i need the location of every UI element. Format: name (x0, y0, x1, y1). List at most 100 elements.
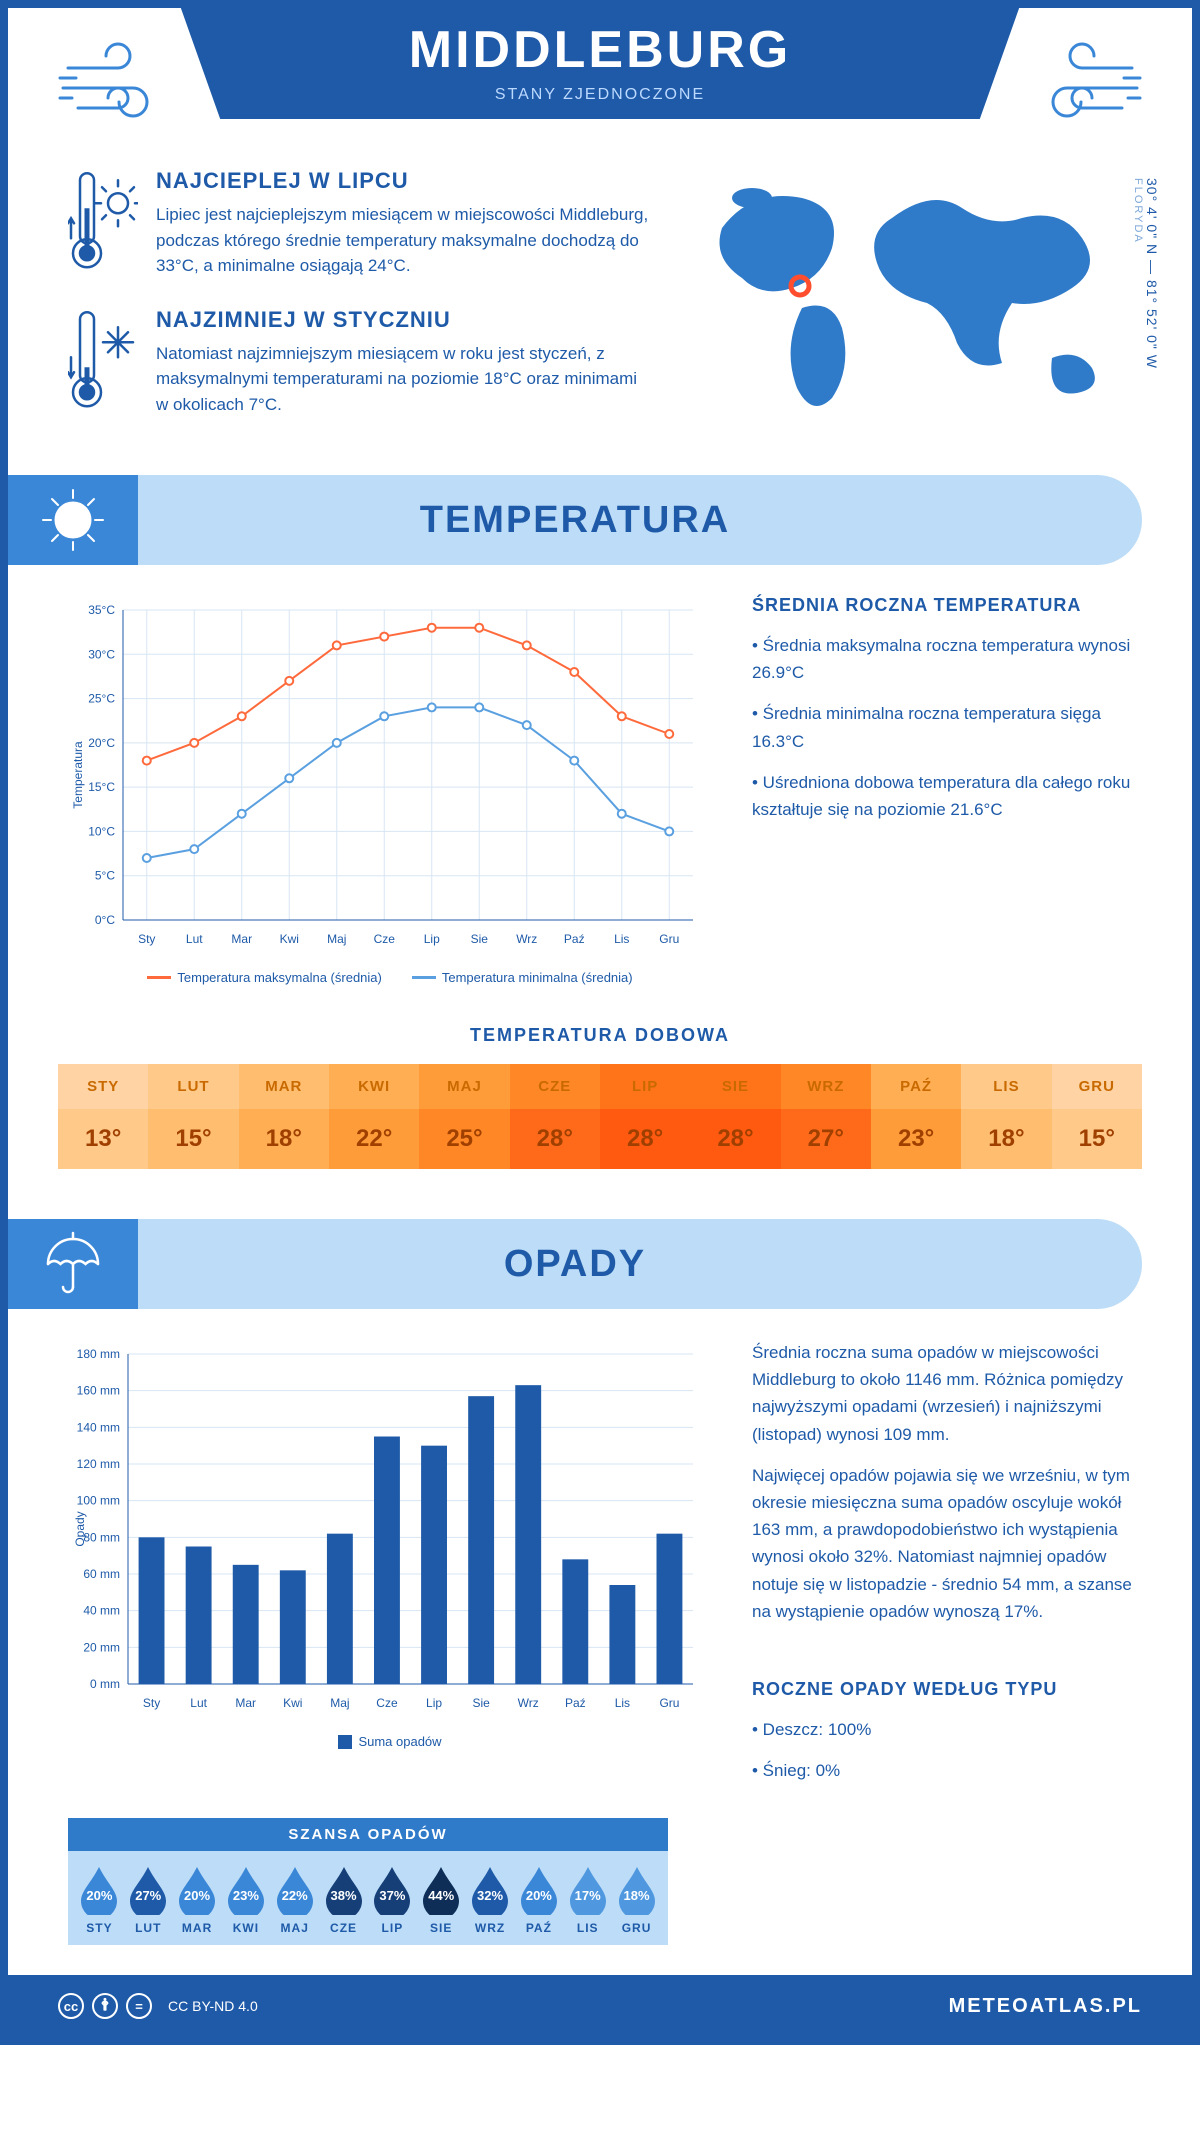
drop-cell: 18%GRU (613, 1865, 660, 1935)
opady-legend: Suma opadów (68, 1734, 712, 1749)
drop-cell: 44%SIE (418, 1865, 465, 1935)
page: MIDDLEBURG STANY ZJEDNOCZONE (0, 0, 1200, 2045)
header-row: MIDDLEBURG STANY ZJEDNOCZONE (8, 8, 1192, 148)
svg-text:Lut: Lut (186, 932, 203, 946)
drop-cell: 38%CZE (320, 1865, 367, 1935)
drop-cell: 37%LIP (369, 1865, 416, 1935)
thermometer-cold-icon (68, 307, 138, 418)
svg-text:Mar: Mar (235, 1696, 256, 1710)
dobowa-heatmap: STY13°LUT15°MAR18°KWI22°MAJ25°CZE28°LIP2… (58, 1064, 1142, 1169)
drop-cell: 23%KWI (222, 1865, 269, 1935)
svg-text:Sie: Sie (472, 1696, 490, 1710)
heatmap-cell: LIP28° (600, 1064, 690, 1169)
hot-block: NAJCIEPLEJ W LIPCU Lipiec jest najcieple… (68, 168, 652, 279)
legend-bar: Suma opadów (358, 1734, 441, 1749)
cold-text: Natomiast najzimniejszym miesiącem w rok… (156, 341, 652, 418)
svg-text:80 mm: 80 mm (83, 1530, 120, 1544)
site-name: METEOATLAS.PL (949, 1995, 1142, 2018)
svg-text:60 mm: 60 mm (83, 1567, 120, 1581)
heatmap-cell: WRZ27° (781, 1064, 871, 1169)
svg-text:Lis: Lis (615, 1696, 630, 1710)
svg-text:0°C: 0°C (95, 913, 115, 927)
svg-text:140 mm: 140 mm (77, 1420, 120, 1434)
heatmap-cell: KWI22° (329, 1064, 419, 1169)
temperature-line-chart: 0°C 5°C 10°C 15°C 20°C 25°C 30°C 35°C Sty Lut Mar K… (68, 595, 712, 985)
opady-section-title: OPADY (504, 1243, 646, 1286)
temp-legend: Temperatura maksymalna (średnia) Tempera… (68, 970, 712, 985)
svg-text:180 mm: 180 mm (77, 1347, 120, 1361)
drop-cell: 20%STY (76, 1865, 123, 1935)
hot-title: NAJCIEPLEJ W LIPCU (156, 168, 652, 194)
svg-text:Cze: Cze (376, 1696, 398, 1710)
svg-text:120 mm: 120 mm (77, 1457, 120, 1471)
avg-bullet: • Średnia maksymalna roczna temperatura … (752, 632, 1132, 686)
cc-icon: cc (58, 1993, 84, 2019)
intro-section: NAJCIEPLEJ W LIPCU Lipiec jest najcieple… (8, 148, 1192, 475)
heatmap-cell: PAŹ23° (871, 1064, 961, 1169)
map-block: FLORYDA 30° 4' 0" N — 81° 52' 0" W (692, 168, 1132, 445)
svg-text:Wrz: Wrz (518, 1696, 539, 1710)
opady-text-1: Średnia roczna suma opadów w miejscowośc… (752, 1339, 1132, 1448)
drop-cell: 32%WRZ (467, 1865, 514, 1935)
cold-block: NAJZIMNIEJ W STYCZNIU Natomiast najzimni… (68, 307, 652, 418)
svg-text:35°C: 35°C (88, 603, 115, 617)
svg-text:Maj: Maj (330, 1696, 349, 1710)
svg-text:20 mm: 20 mm (83, 1640, 120, 1654)
svg-text:160 mm: 160 mm (77, 1384, 120, 1398)
footer: cc 🛉 = CC BY-ND 4.0 METEOATLAS.PL (8, 1975, 1192, 2037)
svg-text:30°C: 30°C (88, 647, 115, 661)
svg-text:5°C: 5°C (95, 869, 115, 883)
license-text: CC BY-ND 4.0 (168, 1998, 258, 2014)
svg-text:Kwi: Kwi (280, 932, 299, 946)
svg-text:Wrz: Wrz (516, 932, 537, 946)
svg-text:Paź: Paź (565, 1696, 586, 1710)
temp-section-title: TEMPERATURA (420, 499, 731, 542)
svg-text:Mar: Mar (231, 932, 252, 946)
city-name: MIDDLEBURG (258, 20, 942, 80)
svg-text:10°C: 10°C (88, 824, 115, 838)
heatmap-cell: LIS18° (961, 1064, 1051, 1169)
svg-text:40 mm: 40 mm (83, 1604, 120, 1618)
heatmap-cell: SIE28° (690, 1064, 780, 1169)
umbrella-icon (38, 1229, 108, 1299)
opady-types-title: ROCZNE OPADY WEDŁUG TYPU (752, 1679, 1132, 1700)
svg-text:Kwi: Kwi (283, 1696, 302, 1710)
svg-text:Sty: Sty (138, 932, 155, 946)
svg-text:Lip: Lip (424, 932, 440, 946)
avg-title: ŚREDNIA ROCZNA TEMPERATURA (752, 595, 1132, 616)
heatmap-cell: LUT15° (148, 1064, 238, 1169)
title-banner: MIDDLEBURG STANY ZJEDNOCZONE (178, 0, 1022, 119)
svg-text:Paź: Paź (564, 932, 585, 946)
sun-icon (38, 485, 108, 555)
world-map-icon (692, 168, 1132, 428)
opady-text-2: Najwięcej opadów pojawia się we wrześniu… (752, 1462, 1132, 1625)
by-icon: 🛉 (92, 1993, 118, 2019)
nd-icon: = (126, 1993, 152, 2019)
svg-text:Sty: Sty (143, 1696, 160, 1710)
szansa-opady-block: SZANSA OPADÓW 20%STY27%LUT20%MAR23%KWI22… (68, 1818, 668, 1945)
avg-bullet: • Średnia minimalna roczna temperatura s… (752, 700, 1132, 754)
type-bullet: • Śnieg: 0% (752, 1757, 1132, 1784)
drop-cell: 20%MAR (174, 1865, 221, 1935)
hot-text: Lipiec jest najcieplejszym miesiącem w m… (156, 202, 652, 279)
avg-bullet: • Uśredniona dobowa temperatura dla całe… (752, 769, 1132, 823)
heatmap-cell: MAJ25° (419, 1064, 509, 1169)
region-label: FLORYDA (1132, 178, 1144, 244)
svg-text:Opady: Opady (73, 1511, 87, 1546)
svg-text:25°C: 25°C (88, 692, 115, 706)
country-label: STANY ZJEDNOCZONE (258, 86, 942, 104)
cold-title: NAJZIMNIEJ W STYCZNIU (156, 307, 652, 333)
svg-text:15°C: 15°C (88, 780, 115, 794)
svg-text:0 mm: 0 mm (90, 1677, 120, 1691)
opady-section-banner: OPADY (8, 1219, 1142, 1309)
temp-section-banner: TEMPERATURA (8, 475, 1142, 565)
svg-text:Cze: Cze (374, 932, 396, 946)
type-bullet: • Deszcz: 100% (752, 1716, 1132, 1743)
svg-text:Gru: Gru (659, 1696, 679, 1710)
svg-text:20°C: 20°C (88, 736, 115, 750)
svg-text:100 mm: 100 mm (77, 1494, 120, 1508)
svg-text:Lip: Lip (426, 1696, 442, 1710)
svg-text:Sie: Sie (471, 932, 489, 946)
svg-text:Maj: Maj (327, 932, 346, 946)
drop-cell: 20%PAŹ (515, 1865, 562, 1935)
